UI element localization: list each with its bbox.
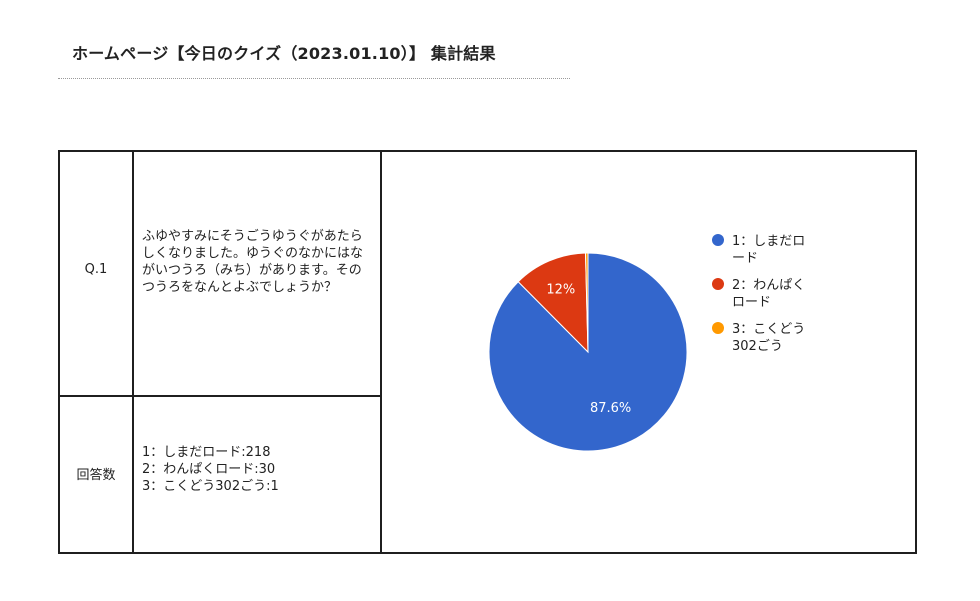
- pie-slice-3: [584, 252, 589, 353]
- answer-count-label: 回答数: [76, 468, 116, 483]
- legend-label-1: 1：しまだロード: [732, 234, 805, 266]
- answer-count-list: 1：しまだロード:218 2：わんぱくロード:30 3：こくどう302ごう:1: [142, 444, 374, 495]
- question-number-label: Q.1: [84, 262, 108, 277]
- answer-count-line-2: 2：わんぱくロード:30: [142, 462, 276, 477]
- legend-label-3: 3：こくどう 302ごう: [732, 322, 805, 354]
- pie-chart: 87.6% 12% 1：しまだロード 2：わんぱくロード 3：こくどう 302ごう: [488, 234, 805, 452]
- page-title: ホームページ【今日のクイズ（2023.01.10）】 集計結果: [72, 44, 496, 63]
- question-text: ふゆやすみにそうごうゆうぐがあたらしくなりました。ゆうぐのなかにはながいつうろ（…: [142, 229, 364, 295]
- pie-slice-label-1: 87.6%: [590, 401, 631, 416]
- results-table: Q.1 ふゆやすみにそうごうゆうぐがあたらしくなりました。ゆうぐのなかにはながい…: [58, 150, 917, 554]
- title-divider: [58, 78, 570, 79]
- pie-slice-2: [517, 252, 589, 354]
- column-divider-1: [132, 152, 134, 552]
- row-divider: [60, 395, 382, 397]
- answer-count-line-3: 3：こくどう302ごう:1: [142, 479, 279, 494]
- answer-count-line-1: 1：しまだロード:218: [142, 445, 271, 460]
- legend-marker-1: [712, 234, 724, 246]
- legend-marker-3: [712, 322, 724, 334]
- legend-marker-2: [712, 278, 724, 290]
- legend-label-2: 2：わんぱくロード: [732, 278, 805, 310]
- column-divider-2: [380, 152, 382, 552]
- pie-slice-label-2: 12%: [546, 282, 575, 297]
